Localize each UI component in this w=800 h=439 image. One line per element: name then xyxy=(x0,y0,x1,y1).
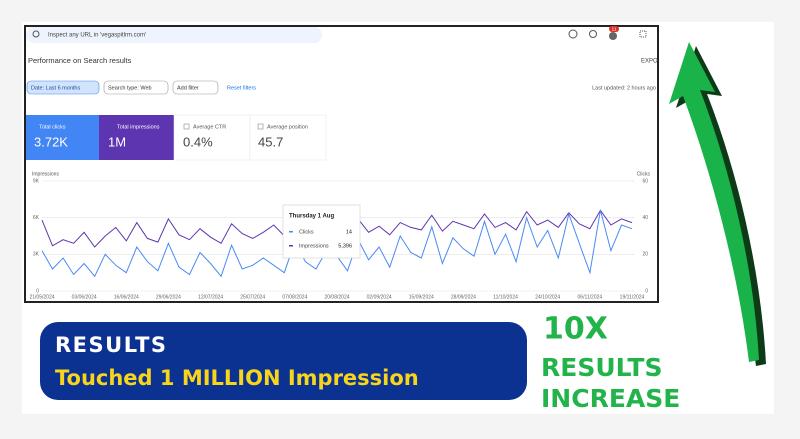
tooltip-name: Clicks xyxy=(299,229,314,235)
badge-count: 11 xyxy=(612,27,617,32)
banner-heading: RESULTS xyxy=(55,333,168,357)
reset-filters[interactable]: Reset filters xyxy=(227,85,256,91)
x-tick-label: 24/10/2024 xyxy=(535,294,560,300)
y2-tick-label: 0 xyxy=(645,288,648,294)
metric-value: 3.72K xyxy=(34,134,68,149)
card-ctr[interactable] xyxy=(173,114,251,161)
page-title: Performance on Search results xyxy=(28,56,132,65)
callout-line: 10X xyxy=(543,312,608,347)
x-tick-label: 15/09/2024 xyxy=(409,294,434,300)
x-tick-label: 16/06/2024 xyxy=(114,294,139,300)
type-filter[interactable] xyxy=(103,80,169,95)
date-filter-label: Date: Last 6 months xyxy=(31,85,80,91)
tooltip-swatch xyxy=(289,245,293,247)
callout-line: INCREASE xyxy=(541,384,680,413)
y2-axis-title: Clicks xyxy=(637,171,651,177)
date-filter[interactable] xyxy=(26,80,100,95)
callout-line: RESULTS xyxy=(541,353,662,382)
tooltip-name: Impressions xyxy=(299,243,329,249)
checkbox[interactable] xyxy=(257,123,264,130)
card-clicks[interactable] xyxy=(26,115,99,160)
export-button[interactable]: EXPO xyxy=(641,59,658,65)
y-tick-label: 9K xyxy=(33,178,40,184)
add-filter-label: Add filter xyxy=(177,85,199,91)
tooltip-swatch xyxy=(289,231,293,233)
x-tick-label: 07/08/2024 xyxy=(282,294,307,300)
metric-cards: Total clicks 3.72K Total impressions 1M xyxy=(26,115,174,160)
x-tick-label: 20/08/2024 xyxy=(324,294,349,300)
x-tick-label: 19/11/2024 xyxy=(620,294,645,300)
checkbox[interactable] xyxy=(183,123,190,130)
x-tick-label: 28/09/2024 xyxy=(451,294,476,300)
x-tick-label: 02/09/2024 xyxy=(367,294,392,300)
metric-label: Average position xyxy=(267,124,308,130)
metric-value: 0.4% xyxy=(183,134,213,149)
arrow xyxy=(669,42,759,362)
tooltip xyxy=(282,204,361,259)
y-tick-label: 3K xyxy=(33,252,40,258)
x-tick-label: 21/05/2024 xyxy=(29,294,54,300)
metric-value: 1M xyxy=(108,134,126,149)
last-updated: Last updated: 2 hours ago xyxy=(592,85,656,91)
card-impressions[interactable] xyxy=(99,115,174,160)
x-tick-label: 29/06/2024 xyxy=(156,294,181,300)
tooltip-value: 5,396 xyxy=(338,243,352,249)
metric-label: Total impressions xyxy=(117,124,160,130)
search-bar[interactable] xyxy=(26,27,322,43)
y2-tick-label: 60 xyxy=(642,178,648,184)
bell-icon[interactable] xyxy=(609,32,617,40)
x-tick-label: 12/07/2024 xyxy=(198,294,223,300)
card-position[interactable] xyxy=(249,114,327,161)
banner-text: Touched 1 MILLION Impression xyxy=(55,366,419,390)
y2-tick-label: 40 xyxy=(642,215,648,221)
tooltip-date: Thursday 1 Aug xyxy=(289,214,334,220)
screenshot-frame xyxy=(24,25,659,303)
metric-label: Average CTR xyxy=(193,124,226,130)
results-banner xyxy=(40,322,527,400)
search-icon xyxy=(32,30,40,38)
x-tick-label: 06/11/2024 xyxy=(578,294,603,300)
x-tick-label: 03/06/2024 xyxy=(72,294,97,300)
badge xyxy=(609,26,619,32)
y2-tick-label: 20 xyxy=(642,252,648,258)
type-filter-label: Search type: Web xyxy=(108,85,152,91)
search-placeholder: Inspect any URL in 'vegaspitlrm.com' xyxy=(48,33,146,39)
help-icon[interactable] xyxy=(568,29,578,39)
x-tick-label: 25/07/2024 xyxy=(240,294,265,300)
metric-value: 45.7 xyxy=(258,134,283,149)
apps-icon[interactable] xyxy=(639,30,647,38)
x-tick-label: 11/10/2024 xyxy=(493,294,518,300)
y-tick-label: 6K xyxy=(33,215,40,221)
add-filter[interactable] xyxy=(172,80,219,95)
y-axis-title: Impressions xyxy=(32,171,59,177)
tooltip-value: 14 xyxy=(346,229,352,235)
users-icon[interactable] xyxy=(589,30,597,38)
metric-label: Total clicks xyxy=(39,124,66,130)
y-tick-label: 0 xyxy=(36,288,39,294)
